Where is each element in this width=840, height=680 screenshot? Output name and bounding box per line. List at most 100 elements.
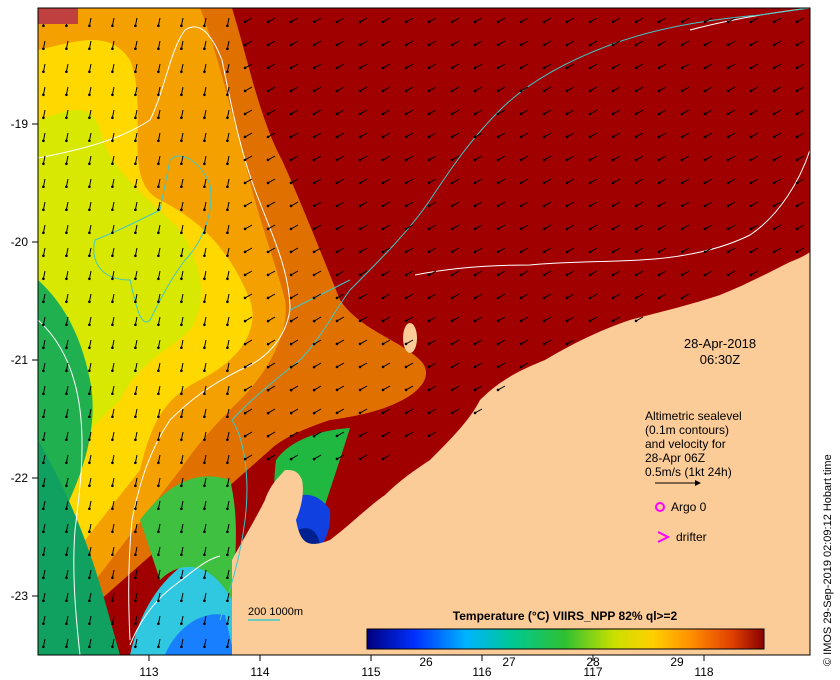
velocity-arrow-head bbox=[157, 47, 160, 51]
velocity-arrow bbox=[65, 454, 69, 463]
velocity-arrow-head bbox=[180, 530, 183, 534]
velocity-arrow bbox=[773, 201, 782, 207]
velocity-arrow-head bbox=[358, 457, 362, 461]
colorbar-tick-26: 26 bbox=[419, 655, 433, 669]
velocity-arrow-head bbox=[226, 599, 229, 603]
velocity-arrow bbox=[134, 316, 138, 325]
velocity-arrow-head bbox=[312, 89, 316, 93]
velocity-arrow bbox=[65, 155, 69, 164]
velocity-arrow bbox=[88, 293, 92, 302]
velocity-arrow bbox=[203, 316, 207, 325]
velocity-arrow-head bbox=[134, 47, 137, 51]
velocity-arrow-head bbox=[312, 43, 316, 47]
velocity-arrow bbox=[589, 293, 598, 299]
velocity-arrow-head bbox=[42, 622, 45, 626]
velocity-arrow-head bbox=[473, 135, 477, 139]
velocity-arrow bbox=[111, 40, 115, 49]
velocity-arrow-head bbox=[312, 365, 316, 369]
velocity-arrow-head bbox=[180, 438, 183, 442]
velocity-arrow bbox=[244, 339, 253, 345]
velocity-arrow bbox=[42, 431, 46, 440]
velocity-arrow bbox=[134, 339, 138, 348]
velocity-arrow bbox=[704, 178, 713, 184]
velocity-arrow-head bbox=[42, 162, 45, 166]
velocity-arrow bbox=[359, 109, 368, 115]
velocity-arrow bbox=[313, 385, 322, 391]
velocity-arrow-head bbox=[726, 273, 730, 277]
velocity-arrow-head bbox=[473, 227, 477, 231]
velocity-arrow-head bbox=[473, 66, 477, 70]
velocity-arrow-head bbox=[42, 507, 45, 511]
velocity-arrow-head bbox=[703, 158, 707, 162]
velocity-arrow bbox=[796, 224, 805, 230]
velocity-arrow bbox=[244, 224, 253, 230]
velocity-arrow bbox=[42, 362, 46, 371]
velocity-arrow-head bbox=[243, 227, 247, 231]
velocity-arrow-head bbox=[404, 273, 408, 277]
velocity-arrow-head bbox=[312, 66, 316, 70]
velocity-arrow bbox=[428, 431, 437, 437]
velocity-arrow bbox=[543, 86, 552, 92]
velocity-arrow-head bbox=[180, 300, 183, 304]
velocity-arrow-head bbox=[312, 181, 316, 185]
velocity-arrow bbox=[290, 247, 299, 253]
velocity-arrow-head bbox=[335, 181, 339, 185]
velocity-arrow bbox=[42, 408, 46, 417]
velocity-arrow bbox=[520, 247, 529, 253]
velocity-arrow bbox=[474, 385, 483, 391]
velocity-arrow-head bbox=[65, 645, 68, 649]
velocity-arrow-head bbox=[111, 70, 114, 74]
velocity-arrow bbox=[111, 270, 115, 279]
velocity-arrow-head bbox=[111, 185, 114, 189]
velocity-arrow-head bbox=[88, 93, 91, 97]
velocity-arrow-head bbox=[611, 89, 615, 93]
velocity-arrow-head bbox=[519, 112, 523, 116]
velocity-arrow bbox=[566, 293, 575, 299]
velocity-arrow-head bbox=[565, 250, 569, 254]
velocity-arrow bbox=[157, 638, 161, 647]
velocity-arrow bbox=[244, 201, 253, 207]
velocity-arrow bbox=[313, 63, 322, 69]
velocity-arrow-head bbox=[404, 66, 408, 70]
velocity-arrow-head bbox=[427, 250, 431, 254]
velocity-arrow-head bbox=[404, 112, 408, 116]
velocity-arrow bbox=[111, 132, 115, 141]
velocity-arrow bbox=[203, 477, 207, 486]
velocity-arrow bbox=[566, 17, 575, 23]
velocity-arrow bbox=[65, 224, 69, 233]
velocity-arrow-head bbox=[226, 254, 229, 258]
velocity-arrow bbox=[88, 17, 92, 26]
colorbar bbox=[366, 628, 765, 650]
velocity-arrow-head bbox=[88, 346, 91, 350]
velocity-arrow-head bbox=[203, 346, 206, 350]
velocity-arrow-head bbox=[749, 43, 753, 47]
velocity-arrow-head bbox=[312, 20, 316, 24]
velocity-arrow bbox=[750, 109, 759, 115]
velocity-arrow bbox=[244, 178, 253, 184]
velocity-arrow-head bbox=[657, 66, 661, 70]
velocity-arrow bbox=[382, 385, 391, 391]
velocity-arrow bbox=[244, 247, 253, 253]
velocity-arrow bbox=[451, 109, 460, 115]
velocity-arrow-head bbox=[381, 66, 385, 70]
velocity-arrow bbox=[750, 247, 759, 253]
velocity-arrow-head bbox=[588, 135, 592, 139]
velocity-arrow-head bbox=[542, 181, 546, 185]
velocity-arrow bbox=[405, 247, 414, 253]
velocity-arrow-head bbox=[243, 250, 247, 254]
velocity-arrow bbox=[658, 86, 667, 92]
velocity-arrow-head bbox=[65, 116, 68, 120]
velocity-arrow bbox=[359, 431, 368, 437]
velocity-arrow-head bbox=[519, 319, 523, 323]
velocity-arrow-head bbox=[180, 392, 183, 396]
velocity-arrow bbox=[497, 17, 506, 23]
velocity-arrow bbox=[134, 523, 138, 532]
velocity-arrow-head bbox=[65, 622, 68, 626]
velocity-arrow-head bbox=[749, 204, 753, 208]
velocity-arrow-head bbox=[111, 231, 114, 235]
velocity-arrow bbox=[589, 178, 598, 184]
velocity-arrow-head bbox=[180, 254, 183, 258]
velocity-arrow-head bbox=[88, 392, 91, 396]
velocity-arrow bbox=[111, 316, 115, 325]
velocity-arrow bbox=[336, 293, 345, 299]
